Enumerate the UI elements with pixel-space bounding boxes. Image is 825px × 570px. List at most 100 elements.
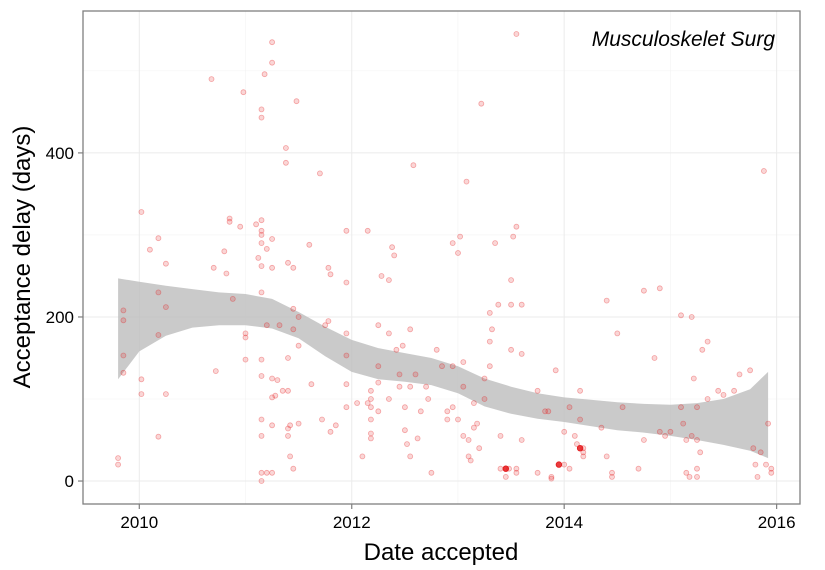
- data-point: [162, 304, 169, 311]
- data-point: [343, 330, 350, 337]
- data-point: [455, 416, 461, 423]
- data-point: [518, 437, 525, 443]
- data-point: [367, 435, 374, 442]
- data-point: [290, 264, 297, 271]
- data-point: [240, 89, 247, 96]
- data-point: [285, 355, 291, 361]
- data-point: [120, 352, 127, 359]
- data-point: [697, 449, 704, 456]
- data-point: [686, 473, 693, 480]
- data-point: [497, 465, 504, 472]
- data-point: [367, 430, 374, 437]
- data-point: [747, 367, 753, 374]
- grid-major: [83, 11, 800, 504]
- data-point: [455, 250, 461, 256]
- data-point: [510, 233, 517, 240]
- data-point: [699, 346, 706, 353]
- data-point: [295, 420, 302, 427]
- data-point: [269, 469, 276, 476]
- data-point: [293, 98, 300, 105]
- data-point: [641, 287, 647, 294]
- data-point: [545, 408, 552, 415]
- data-point: [258, 289, 265, 296]
- y-tick-label: 400: [46, 144, 74, 163]
- panel-border: [82, 10, 801, 505]
- data-point: [571, 432, 578, 439]
- x-axis-ticks: 2010 2012 2014 2016: [120, 504, 796, 532]
- data-point: [295, 342, 302, 349]
- data-point: [476, 445, 483, 452]
- data-point: [364, 400, 371, 407]
- data-point: [364, 227, 371, 234]
- data-point: [258, 227, 265, 234]
- data-point: [433, 346, 440, 353]
- data-point: [269, 264, 276, 271]
- data-point: [282, 159, 289, 166]
- data-point: [327, 271, 334, 278]
- data-point: [295, 314, 302, 320]
- data-point: [757, 449, 764, 456]
- data-point: [407, 383, 414, 390]
- x-tick-label: 2012: [333, 513, 371, 532]
- data-point: [242, 330, 249, 337]
- data-point: [287, 453, 294, 460]
- data-point: [720, 391, 727, 398]
- data-point: [502, 473, 509, 480]
- data-point: [460, 359, 467, 366]
- data-point: [162, 260, 169, 267]
- data-point: [226, 215, 233, 222]
- data-point: [465, 437, 472, 443]
- chart-title: Musculoskelet Surg: [592, 28, 776, 51]
- data-point: [508, 346, 515, 353]
- data-point-dense: [502, 465, 509, 472]
- data-point-dense: [576, 445, 584, 452]
- data-point: [223, 270, 230, 277]
- data-point: [667, 428, 674, 435]
- data-point: [449, 404, 456, 411]
- data-point: [258, 478, 265, 484]
- data-point: [548, 473, 555, 480]
- data-point: [678, 312, 684, 319]
- data-point: [229, 295, 236, 302]
- data-point: [269, 375, 276, 382]
- data-point: [396, 383, 403, 390]
- data-point: [258, 114, 265, 121]
- data-point: [761, 168, 767, 174]
- data-point: [752, 461, 759, 468]
- data-point: [375, 363, 382, 370]
- data-point: [120, 307, 127, 314]
- data-point: [261, 71, 268, 78]
- data-point: [513, 223, 520, 230]
- data-point: [269, 422, 276, 429]
- data-point: [566, 465, 573, 472]
- data-point: [319, 416, 325, 423]
- data-point: [690, 375, 697, 382]
- x-tick-label: 2014: [545, 513, 583, 532]
- data-point: [343, 352, 350, 359]
- data-point: [359, 453, 366, 460]
- data-point: [258, 416, 265, 423]
- data-point: [513, 465, 520, 472]
- data-point: [410, 162, 417, 169]
- data-point: [508, 301, 515, 308]
- data-point: [754, 473, 761, 480]
- data-point: [258, 240, 265, 247]
- data-point: [279, 387, 286, 394]
- data-point: [212, 368, 219, 375]
- data-point: [683, 469, 690, 476]
- data-point: [258, 263, 265, 270]
- data-point: [343, 404, 350, 411]
- data-point: [688, 314, 695, 320]
- data-point: [407, 326, 414, 333]
- data-point: [385, 330, 392, 337]
- data-point: [694, 465, 700, 472]
- data-point: [495, 301, 502, 308]
- data-point: [269, 394, 276, 401]
- data-point: [552, 367, 559, 374]
- data-point: [385, 277, 392, 284]
- data-point: [258, 373, 265, 379]
- data-point: [404, 441, 410, 448]
- data-point: [115, 461, 121, 468]
- smooth-confidence-band: [118, 278, 769, 459]
- data-point: [444, 408, 451, 415]
